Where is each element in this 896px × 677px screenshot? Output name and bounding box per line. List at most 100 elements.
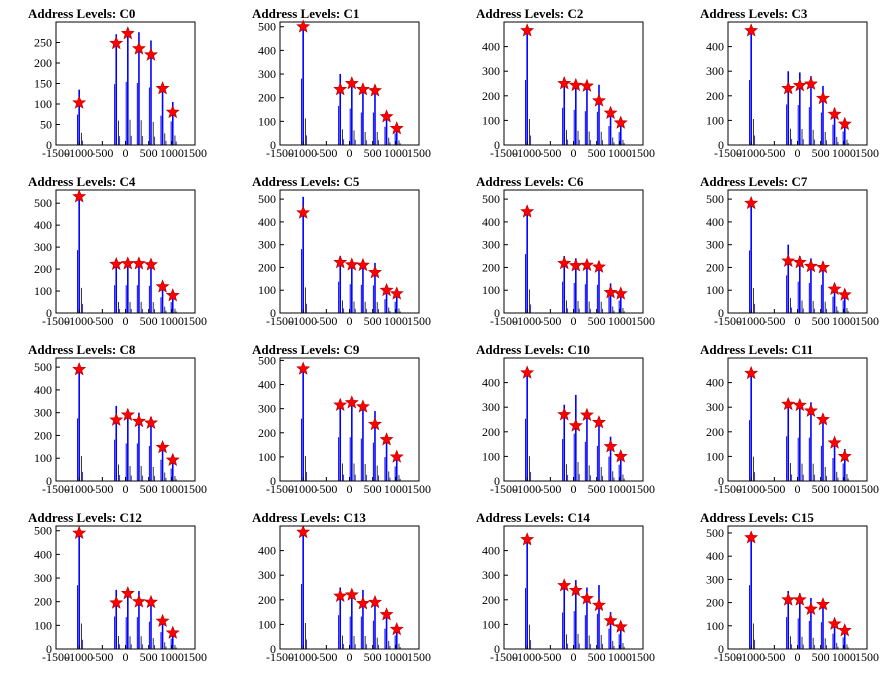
x-tick-label: 0	[123, 482, 129, 496]
y-tick-label: 400	[34, 218, 52, 232]
x-tick-label: 1000	[832, 146, 856, 160]
y-tick-label: 400	[482, 376, 500, 390]
y-tick-label: 500	[34, 196, 52, 210]
x-tick-label: -500	[539, 482, 561, 496]
y-tick-label: 200	[706, 89, 724, 103]
red-star-icon	[333, 82, 348, 96]
red-star-icon	[579, 407, 594, 422]
x-tick-label: 500	[812, 314, 830, 328]
x-tick-label: 0	[571, 650, 577, 664]
x-tick-label: 1000	[160, 650, 184, 664]
x-tick-label: 1000	[160, 482, 184, 496]
y-tick-label: 200	[482, 425, 500, 439]
x-tick-label: -1000	[65, 650, 93, 664]
chart-panel: Address Levels: C10 0 100 200 300 400 -1500-10…	[476, 342, 655, 496]
red-star-icon	[520, 532, 535, 546]
x-tick-label: 500	[364, 482, 382, 496]
y-tick-label: 200	[258, 91, 276, 105]
red-star-icon	[520, 365, 535, 379]
x-tick-label: 0	[571, 314, 577, 328]
plot-area	[279, 357, 420, 482]
chart-title: Address Levels: C10	[476, 342, 590, 357]
red-star-icon	[109, 412, 124, 426]
x-tick-label: -1500	[714, 146, 742, 160]
x-tick-label: 1500	[855, 482, 879, 496]
x-tick-label: 1000	[384, 146, 408, 160]
chart-panel: Address Levels: C40100200300400500-1500-…	[28, 174, 207, 328]
red-star-icon	[568, 77, 583, 92]
y-tick-label: 400	[706, 376, 724, 390]
x-tick-label: -1500	[266, 650, 294, 664]
red-star-icon	[792, 397, 807, 412]
chart-title: Address Levels: C8	[28, 342, 136, 357]
red-star-icon	[165, 104, 180, 119]
red-star-icon	[333, 397, 348, 411]
x-tick-label: 1500	[407, 482, 431, 496]
y-tick-label: 100	[34, 284, 52, 298]
y-tick-label: 0	[46, 306, 52, 320]
red-star-icon	[803, 403, 818, 417]
red-star-icon	[592, 259, 606, 273]
y-tick-label: 0	[494, 138, 500, 152]
y-tick-label: 400	[482, 40, 500, 54]
y-tick-label: 300	[258, 67, 276, 81]
x-tick-label: 1500	[183, 482, 207, 496]
y-tick-label: 500	[706, 526, 724, 540]
y-tick-label: 0	[718, 474, 724, 488]
y-tick-label: 500	[258, 353, 276, 367]
y-tick-label: 0	[46, 474, 52, 488]
chart-panel: Address Levels: C13 0 100 200 300 400 -1500-10…	[252, 510, 431, 664]
y-tick-label: 500	[34, 524, 52, 538]
red-star-icon	[379, 109, 394, 123]
red-star-icon	[520, 23, 535, 37]
red-star-icon	[816, 412, 830, 426]
x-tick-label: -1500	[266, 146, 294, 160]
chart-title: Address Levels: C2	[476, 6, 583, 21]
chart-panel: Address Levels: C15 0 100 200 300 400 500 -1500…	[700, 510, 879, 664]
x-tick-label: 1000	[608, 650, 632, 664]
y-tick-label: 200	[706, 260, 724, 274]
chart-title: Address Levels: C6	[476, 174, 584, 189]
x-tick-label: 0	[123, 314, 129, 328]
red-star-icon	[837, 287, 852, 301]
x-tick-label: 1000	[832, 482, 856, 496]
x-tick-label: -1000	[513, 146, 541, 160]
x-tick-label: 500	[140, 314, 158, 328]
red-star-icon	[333, 588, 348, 603]
red-star-icon	[109, 256, 124, 271]
red-star-icon	[592, 93, 606, 107]
x-tick-label: 1000	[832, 314, 856, 328]
red-star-icon	[155, 439, 170, 454]
x-tick-label: -500	[91, 146, 113, 160]
y-tick-label: 100	[706, 283, 724, 297]
chart-title: Address Levels: C5	[252, 174, 360, 189]
x-tick-label: -500	[315, 650, 337, 664]
red-star-icon	[816, 90, 830, 105]
x-tick-label: 0	[123, 146, 129, 160]
y-tick-label: 500	[34, 360, 52, 374]
x-tick-label: -1500	[714, 650, 742, 664]
red-star-icon	[389, 621, 404, 636]
red-star-icon	[579, 78, 594, 92]
x-tick-label: -1000	[289, 650, 317, 664]
chart-title: Address Levels: C15	[700, 510, 814, 525]
y-tick-label: 0	[270, 306, 276, 320]
x-tick-label: 0	[347, 482, 353, 496]
red-star-icon	[344, 257, 359, 271]
x-tick-label: 1000	[160, 314, 184, 328]
chart-panel: Address Levels: C60100200300400500-1500-…	[476, 174, 655, 328]
red-star-icon	[368, 594, 382, 609]
x-tick-label: 500	[140, 482, 158, 496]
red-star-icon	[344, 76, 359, 90]
y-tick-label: 0	[46, 642, 52, 656]
red-star-icon	[355, 596, 370, 610]
chart-panel: Address Levels: C70100200300400500-1500-…	[700, 174, 879, 328]
chart-title: Address Levels: C11	[700, 342, 813, 357]
x-tick-label: 0	[123, 650, 129, 664]
red-star-icon	[568, 258, 583, 272]
red-star-icon	[120, 586, 135, 600]
x-tick-label: 1500	[855, 314, 879, 328]
red-star-icon	[131, 41, 146, 55]
x-tick-label: -1500	[266, 314, 294, 328]
